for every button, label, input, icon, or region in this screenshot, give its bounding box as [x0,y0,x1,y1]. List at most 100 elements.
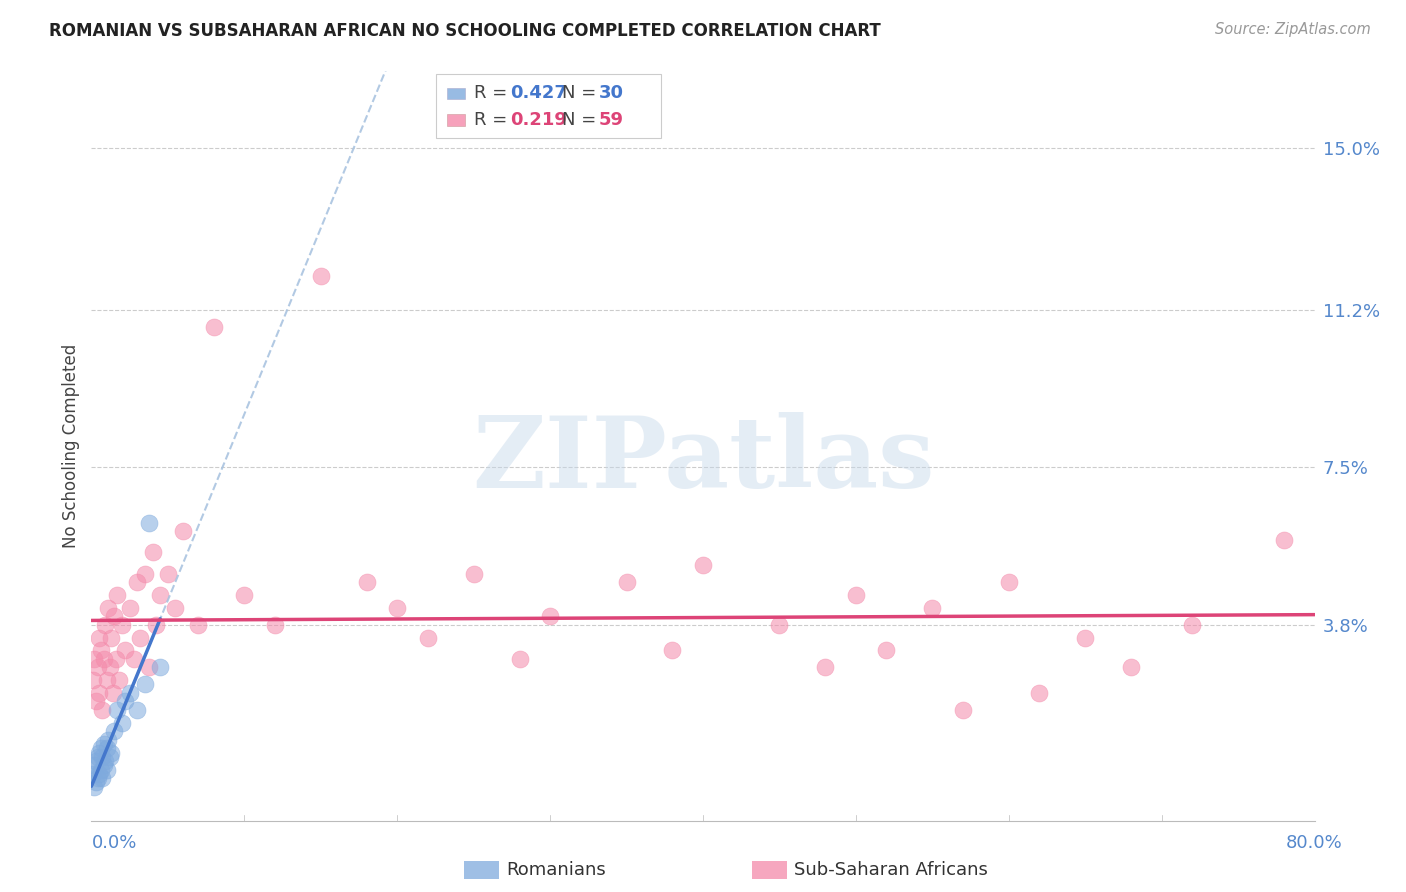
Text: R =: R = [474,112,513,129]
Point [108,673,131,688]
Point [875,643,898,657]
Point [98,660,121,674]
Text: R =: R = [474,85,513,103]
Text: Romanians: Romanians [506,861,606,879]
Point [952,703,974,717]
Point [94,617,117,632]
Text: ROMANIAN VS SUBSAHARAN AFRICAN NO SCHOOLING COMPLETED CORRELATION CHART: ROMANIAN VS SUBSAHARAN AFRICAN NO SCHOOL… [49,22,882,40]
Point [105,703,128,717]
Point [86,771,108,785]
Point [814,660,837,674]
Point [127,703,149,717]
Point [149,660,172,674]
Point [114,643,136,657]
Point [86,660,108,674]
Point [118,686,141,700]
Point [98,749,121,764]
Point [93,758,115,772]
Point [91,703,114,717]
Text: Source: ZipAtlas.com: Source: ZipAtlas.com [1215,22,1371,37]
Point [156,566,179,581]
Point [416,631,439,645]
Text: 30: 30 [599,85,624,103]
Text: N =: N = [562,112,602,129]
Point [122,652,145,666]
Point [82,767,104,781]
Point [187,617,209,632]
Point [94,754,117,768]
Point [264,617,287,632]
Point [111,617,134,632]
Point [90,741,112,756]
Point [96,741,118,756]
Point [93,652,115,666]
Point [87,631,110,645]
Point [385,600,409,615]
Point [149,588,172,602]
Point [100,631,122,645]
Text: N =: N = [562,85,602,103]
Point [463,566,485,581]
Point [172,524,194,538]
Point [1121,660,1143,674]
Point [114,694,136,708]
Point [104,652,127,666]
Point [97,732,120,747]
Point [129,631,152,645]
Point [101,686,124,700]
Text: 0.219: 0.219 [510,112,567,129]
Point [845,588,868,602]
Point [127,575,149,590]
Point [86,749,108,764]
Point [90,643,112,657]
Point [138,516,160,530]
Point [233,588,256,602]
Point [90,763,112,777]
Point [87,686,110,700]
Point [87,767,110,781]
Point [134,677,156,691]
Point [138,660,160,674]
Point [84,775,107,789]
Point [356,575,378,590]
Point [202,319,225,334]
Point [93,737,115,751]
Text: Sub-Saharan Africans: Sub-Saharan Africans [794,861,988,879]
Point [118,600,141,615]
Text: 0.427: 0.427 [510,85,567,103]
Point [1028,686,1050,700]
Point [103,724,125,739]
Point [91,749,114,764]
Point [998,575,1021,590]
Point [83,758,105,772]
Point [111,715,134,730]
Text: 80.0%: 80.0% [1286,834,1343,852]
Point [103,609,125,624]
Y-axis label: No Schooling Completed: No Schooling Completed [62,344,80,548]
Point [921,600,943,615]
Text: 0.0%: 0.0% [91,834,136,852]
Point [1272,533,1295,547]
Point [84,694,107,708]
Point [97,600,120,615]
Point [91,771,114,785]
Point [768,617,790,632]
Point [145,617,167,632]
Point [692,558,714,573]
Point [105,588,128,602]
Point [87,746,110,760]
Point [165,600,187,615]
Text: ZIPatlas: ZIPatlas [472,412,934,509]
Point [96,673,118,688]
Point [309,268,332,283]
Text: 59: 59 [599,112,624,129]
Point [661,643,683,657]
Point [83,780,105,794]
Point [538,609,561,624]
Point [509,652,531,666]
Point [1181,617,1204,632]
Point [100,746,122,760]
Point [84,754,107,768]
Point [83,652,105,666]
Point [134,566,156,581]
